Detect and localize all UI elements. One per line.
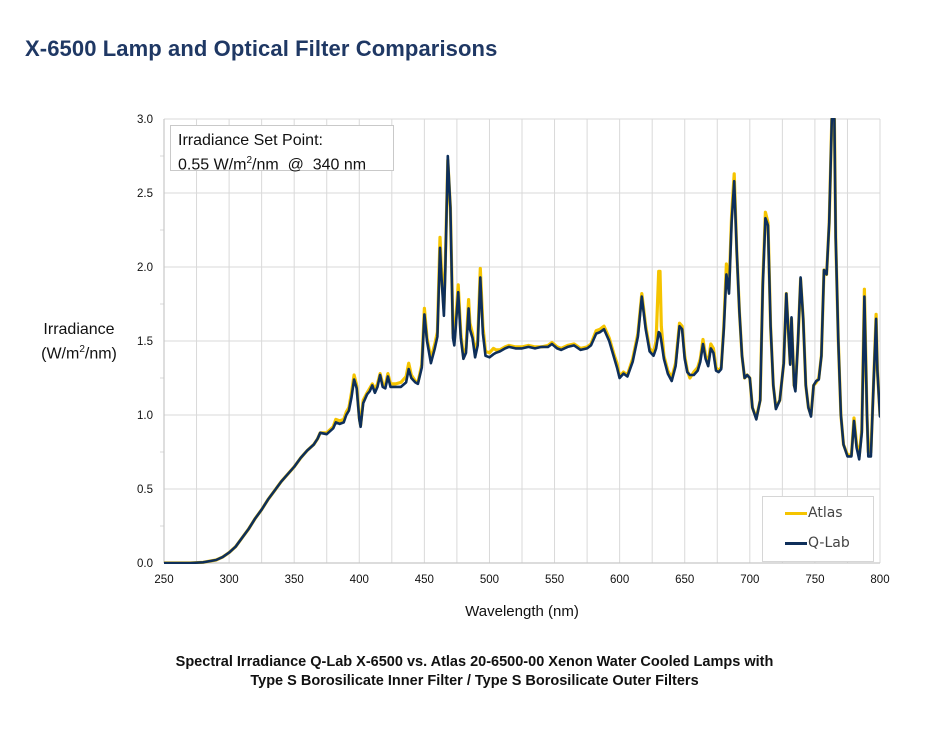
y-tick-label: 1.0 <box>137 410 153 422</box>
x-tick-label: 400 <box>350 574 369 586</box>
x-tick-label: 350 <box>285 574 304 586</box>
setpoint-annotation: Irradiance Set Point: 0.55 W/m2/nm @ 340… <box>170 125 394 173</box>
y-tick-label: 1.5 <box>137 336 153 348</box>
y-tick-label: 3.0 <box>137 114 153 126</box>
x-tick-label: 600 <box>610 574 629 586</box>
x-tick-label: 300 <box>219 574 238 586</box>
setpoint-line1: Irradiance Set Point: <box>178 132 323 149</box>
y-tick-label: 0.0 <box>137 558 153 570</box>
qlab-swatch-icon <box>785 541 807 545</box>
series-layer <box>164 118 880 564</box>
x-tick-label: 450 <box>415 574 434 586</box>
page-title: X-6500 Lamp and Optical Filter Compariso… <box>25 36 498 61</box>
y-tick-label: 2.0 <box>137 262 153 274</box>
y-axis-title: Irradiance (W/m2/nm) <box>41 321 117 363</box>
atlas-swatch-icon <box>785 511 807 515</box>
x-tick-label: 700 <box>740 574 759 586</box>
x-tick-label: 550 <box>545 574 564 586</box>
x-tick-label: 750 <box>805 574 824 586</box>
x-tick-label: 500 <box>480 574 499 586</box>
legend-item-qlab: Q-Lab <box>785 535 850 551</box>
x-axis-title: Wavelength (nm) <box>465 603 579 620</box>
x-tick-label: 250 <box>154 574 173 586</box>
series-line-q-lab <box>164 118 880 564</box>
grid <box>160 118 881 564</box>
x-tick-label: 650 <box>675 574 694 586</box>
legend: Atlas Q-Lab <box>762 496 874 562</box>
tick-labels: 250 300 350 400 450 500 550 600 650 700 750 800 0.0 0… <box>137 114 890 586</box>
y-tick-label: 0.5 <box>137 484 153 496</box>
setpoint-line2: 0.55 W/m2/nm @ 340 nm <box>178 155 367 174</box>
figure-caption: Spectral Irradiance Q-Lab X-6500 vs. Atl… <box>175 654 774 689</box>
x-tick-label: 800 <box>870 574 889 586</box>
y-tick-label: 2.5 <box>137 188 153 200</box>
legend-item-atlas: Atlas <box>785 505 843 521</box>
